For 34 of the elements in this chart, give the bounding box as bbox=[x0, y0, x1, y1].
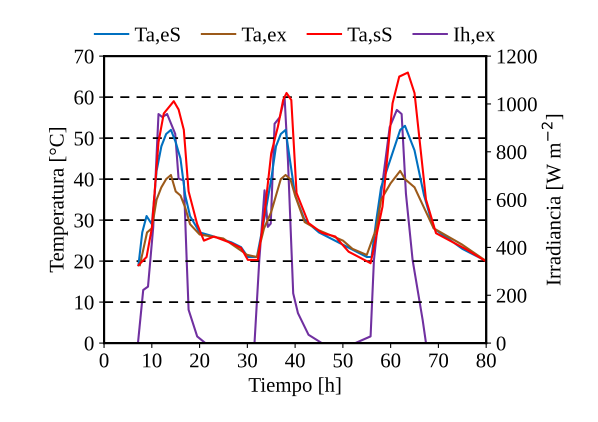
y-tick-label: 0 bbox=[84, 336, 94, 351]
y2-tick-label: 1200 bbox=[498, 50, 537, 64]
line-series bbox=[137, 71, 486, 266]
y-tick-label: 30 bbox=[74, 213, 94, 228]
x-tick-label: 50 bbox=[334, 353, 352, 368]
y-tick-label: 60 bbox=[74, 90, 94, 105]
x-tick-label: 10 bbox=[143, 353, 162, 368]
legend-label: Ta,eS bbox=[134, 27, 180, 44]
y-tick-label: 70 bbox=[74, 50, 94, 64]
x-tick-label: 20 bbox=[190, 353, 210, 368]
y2-tick-label: 600 bbox=[496, 192, 526, 208]
line-series bbox=[136, 96, 428, 344]
y-tick-label: 50 bbox=[74, 131, 94, 146]
x-tick-label: 30 bbox=[238, 353, 257, 368]
x-tick-label: 60 bbox=[381, 353, 400, 368]
y2-tick-label: 1000 bbox=[498, 97, 537, 112]
y2-tick-label: 0 bbox=[496, 336, 506, 351]
y-axis-title: Temperatura [°C] bbox=[49, 128, 68, 272]
y2-tick-label: 200 bbox=[496, 288, 526, 303]
y-tick-label: 20 bbox=[74, 254, 94, 269]
y-tick-label: 40 bbox=[74, 172, 94, 187]
y2-axis-title: Irradiancia [W m$^{−2}$] bbox=[542, 114, 564, 286]
y2-tick-label: 800 bbox=[496, 145, 526, 160]
legend-label: Ta,sS bbox=[348, 27, 392, 44]
y-tick-label: 10 bbox=[75, 295, 94, 310]
x-tick-label: 0 bbox=[100, 353, 108, 368]
x-tick-label: 80 bbox=[476, 353, 496, 368]
y2-tick-label: 400 bbox=[496, 240, 526, 255]
legend-label: Ih,ex bbox=[454, 26, 496, 44]
x-tick-label: 70 bbox=[429, 353, 448, 368]
legend-label: Ta,ex bbox=[242, 28, 287, 44]
x-tick-label: 40 bbox=[285, 353, 305, 368]
x-axis-title: Tiempo [h] bbox=[248, 377, 340, 396]
line-series bbox=[138, 170, 486, 266]
